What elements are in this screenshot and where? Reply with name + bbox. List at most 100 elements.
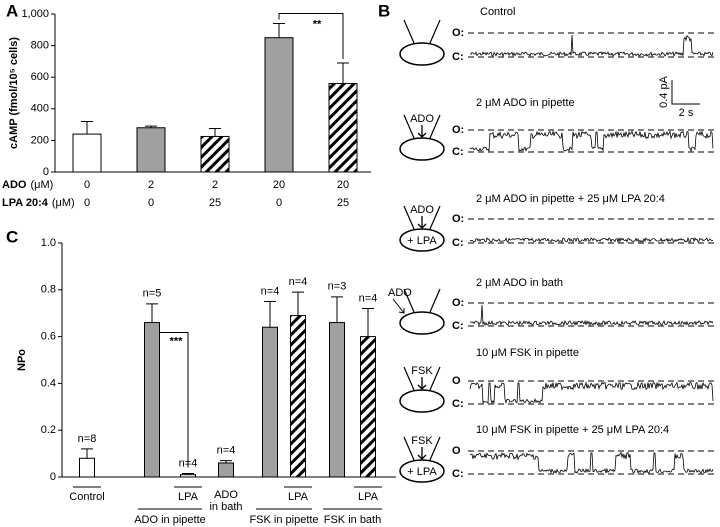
x-tick-label: LPA	[178, 491, 199, 503]
x-tick-label: Control	[69, 491, 104, 503]
open-label: O:	[452, 27, 464, 39]
x-tick-label: ADO in bath	[209, 489, 242, 513]
value-label: n=3	[328, 281, 347, 293]
error-bar	[264, 301, 276, 328]
error-bar	[209, 128, 221, 137]
error-bar	[337, 62, 349, 84]
condition-value: 0	[148, 197, 154, 209]
y-tick-label: 200	[31, 134, 49, 146]
bar	[262, 326, 278, 478]
significance-bracket	[278, 12, 344, 59]
closed-label: C:	[452, 468, 464, 480]
bar	[264, 37, 294, 173]
drug-arrow	[392, 298, 405, 314]
value-label: n=8	[78, 433, 97, 445]
bar	[329, 322, 345, 478]
condition-name: ADO	[2, 179, 27, 191]
drug-label: ADO	[388, 287, 412, 299]
x-tick-label: LPA	[358, 491, 379, 503]
condition-value: 0	[276, 197, 282, 209]
y-axis-label: cAMP (fmol/10⁵ cells)	[8, 37, 20, 149]
condition-value: 25	[337, 197, 349, 209]
bar	[218, 462, 234, 478]
bar	[72, 133, 102, 173]
y-tick-label: 1.0	[41, 237, 56, 249]
x-tick-label: LPA	[288, 491, 309, 503]
scale-time: 2 s	[679, 107, 694, 119]
closed-label: C:	[452, 51, 464, 63]
value-label: n=4	[289, 276, 308, 288]
drug-label: FSK	[411, 435, 433, 447]
trace-title: 2 μM ADO in bath	[476, 277, 563, 289]
pipette	[403, 114, 441, 139]
trace-title: 10 μM FSK in pipette + 25 μM LPA 20:4	[476, 424, 669, 436]
cell	[399, 389, 445, 413]
scale-current: 0.4 pA	[658, 75, 670, 107]
group-label: ADO in pipette	[134, 514, 206, 526]
error-bar	[331, 296, 343, 323]
open-label: O	[452, 375, 461, 387]
scale-bar	[671, 80, 700, 105]
y-axis-label: NPo	[16, 349, 28, 371]
y-tick-label: 0.8	[41, 284, 56, 296]
y-tick-label: 1,000	[21, 8, 49, 20]
cell	[399, 42, 445, 66]
error-bar	[273, 22, 285, 38]
bar	[360, 336, 376, 478]
error-bar	[182, 472, 194, 475]
pipette	[403, 288, 441, 313]
trace-title: 10 μM FSK in pipette	[476, 347, 579, 359]
condition-value: 20	[337, 179, 349, 191]
current-trace	[469, 236, 714, 244]
condition-unit: (μM)	[52, 197, 75, 209]
pipette	[403, 205, 441, 230]
error-bar	[81, 448, 93, 459]
value-label: n=4	[261, 285, 280, 297]
closed-label: C:	[452, 398, 464, 410]
error-bar	[145, 125, 157, 128]
closed-label: C:	[452, 237, 464, 249]
error-bar	[362, 308, 374, 337]
bar	[79, 457, 95, 478]
group-label: FSK in bath	[324, 514, 381, 526]
error-bar	[220, 460, 232, 463]
y-tick-label: 0	[50, 471, 56, 483]
condition-label: ADO (μM)	[2, 179, 53, 191]
current-trace	[469, 304, 714, 327]
condition-unit: (μM)	[30, 179, 53, 191]
group-label: FSK in pipette	[249, 514, 318, 526]
bar	[180, 474, 196, 478]
bar	[328, 83, 358, 173]
cell	[399, 459, 445, 483]
trace-title: 2 μM ADO in pipette + 25 μM LPA 20:4	[476, 193, 665, 205]
trace-title: 2 μM ADO in pipette	[476, 97, 575, 109]
pipette	[403, 366, 441, 391]
cell	[399, 228, 445, 252]
open-label: O:	[452, 213, 464, 225]
current-trace	[469, 451, 714, 475]
current-trace	[469, 34, 714, 58]
condition-label: LPA 20:4 (μM)	[2, 197, 75, 209]
open-label: O:	[452, 124, 464, 136]
drug-arrow	[417, 125, 427, 138]
x-tick-label-line: ADO	[214, 489, 238, 501]
y-tick-label: 400	[31, 103, 49, 115]
y-tick-label: 0.2	[41, 424, 56, 436]
error-bar	[146, 303, 158, 323]
cell-label: + LPA	[407, 235, 437, 247]
condition-name: LPA 20:4	[2, 197, 49, 209]
panel-label: B	[378, 1, 390, 20]
y-tick-label: 0.4	[41, 377, 56, 389]
bar	[144, 322, 160, 478]
value-label: n=4	[359, 292, 378, 304]
current-trace	[469, 129, 714, 153]
condition-value: 25	[209, 197, 221, 209]
value-label: n=5	[143, 288, 162, 300]
y-tick-label: 0.6	[41, 331, 56, 343]
panel-label: A	[6, 1, 18, 20]
drug-arrow	[417, 216, 427, 229]
condition-value: 20	[273, 179, 285, 191]
cell	[399, 311, 445, 335]
pipette	[403, 19, 441, 44]
drug-label: ADO	[410, 113, 434, 125]
